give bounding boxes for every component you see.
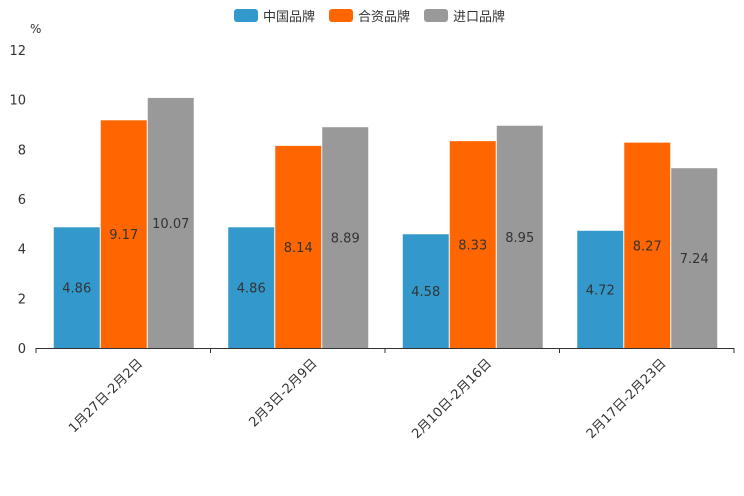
legend: 中国品牌 合资品牌 进口品牌 bbox=[234, 6, 505, 25]
legend-label-china: 中国品牌 bbox=[263, 10, 316, 25]
data-label: 8.33 bbox=[458, 239, 487, 254]
bar-import bbox=[671, 168, 718, 348]
data-label: 8.27 bbox=[633, 239, 662, 254]
data-label: 4.58 bbox=[411, 285, 440, 300]
y-tick-label: 8 bbox=[18, 143, 26, 158]
bar-china bbox=[53, 227, 100, 348]
x-tick-label: 1月27日-2月2日 bbox=[66, 356, 146, 436]
y-tick-label: 0 bbox=[18, 342, 26, 357]
data-label: 8.89 bbox=[331, 232, 360, 247]
data-label: 4.72 bbox=[586, 283, 615, 298]
legend-swatch-joint bbox=[329, 9, 354, 22]
legend-swatch-import bbox=[424, 9, 449, 22]
bar-china bbox=[228, 227, 275, 348]
y-tick-label: 6 bbox=[18, 193, 26, 208]
bar-joint bbox=[100, 120, 147, 348]
data-label: 7.24 bbox=[680, 252, 709, 267]
data-label: 4.86 bbox=[62, 282, 91, 297]
data-label: 4.86 bbox=[237, 282, 266, 297]
data-label: 8.95 bbox=[505, 231, 534, 246]
data-label: 8.14 bbox=[284, 241, 313, 256]
y-axis-unit: % bbox=[30, 22, 42, 36]
y-tick-label: 2 bbox=[18, 292, 26, 307]
bar-joint bbox=[624, 142, 671, 348]
x-tick-label: 2月10日-2月16日 bbox=[409, 356, 495, 442]
legend-label-joint: 合资品牌 bbox=[358, 10, 411, 25]
y-tick-label: 12 bbox=[9, 44, 26, 59]
bar-joint bbox=[449, 141, 496, 348]
bar-import bbox=[496, 125, 543, 348]
legend-item-import[interactable]: 进口品牌 bbox=[424, 6, 505, 25]
x-tick-label: 2月17日-2月23日 bbox=[584, 356, 670, 442]
bar-import bbox=[147, 97, 194, 348]
legend-item-joint[interactable]: 合资品牌 bbox=[329, 6, 410, 25]
legend-swatch-china bbox=[234, 9, 258, 22]
bar-import bbox=[322, 127, 369, 349]
data-label: 9.17 bbox=[109, 228, 138, 243]
data-label: 10.07 bbox=[152, 217, 189, 232]
x-tick-label: 2月3日-2月9日 bbox=[246, 356, 320, 430]
y-tick-label: 4 bbox=[18, 243, 26, 258]
y-tick-label: 10 bbox=[9, 94, 26, 109]
bar-joint bbox=[275, 145, 322, 348]
bar-china bbox=[402, 234, 449, 348]
legend-label-import: 进口品牌 bbox=[453, 10, 506, 25]
legend-item-china[interactable]: 中国品牌 bbox=[234, 6, 315, 25]
bar-china bbox=[577, 230, 624, 348]
